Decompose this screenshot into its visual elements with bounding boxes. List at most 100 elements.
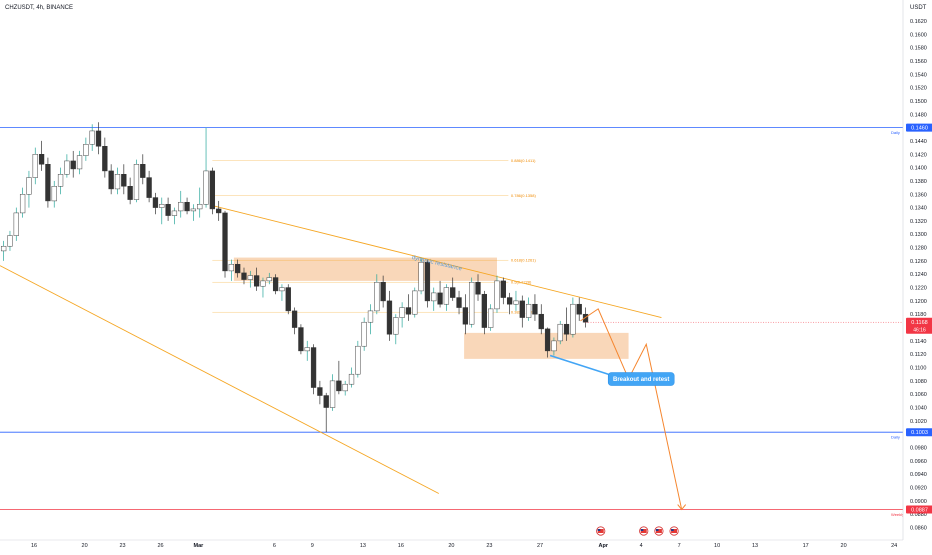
us-flag-event[interactable] [639, 526, 649, 536]
candle[interactable] [203, 127, 209, 208]
candle[interactable] [7, 230, 13, 251]
candle[interactable] [456, 290, 462, 315]
candle[interactable] [0, 240, 7, 261]
candle[interactable] [525, 297, 532, 321]
candle[interactable] [551, 337, 557, 356]
candle[interactable] [399, 302, 405, 328]
events-layer[interactable] [596, 526, 679, 536]
candle[interactable] [291, 307, 298, 335]
candle[interactable] [57, 167, 64, 195]
candle[interactable] [437, 280, 443, 308]
candle[interactable] [216, 200, 222, 221]
candle[interactable] [488, 304, 494, 331]
candle[interactable] [374, 274, 380, 315]
candle[interactable] [469, 277, 475, 328]
time-axis[interactable]: 16 20 23 26 Mar 6 9 13 16 20 23 27 Apr 4 7 10 13 17 20 24 [0, 539, 903, 549]
candle[interactable] [424, 259, 431, 308]
candle[interactable] [95, 122, 102, 155]
candle[interactable] [51, 180, 57, 208]
us-flag-event[interactable] [596, 526, 606, 536]
candle[interactable] [393, 314, 399, 345]
candle[interactable] [298, 324, 304, 355]
us-flag-event[interactable] [669, 526, 679, 536]
candle[interactable] [412, 287, 418, 318]
candle[interactable] [184, 197, 190, 215]
candle[interactable] [222, 210, 228, 278]
candle[interactable] [506, 292, 513, 315]
candle[interactable] [570, 297, 576, 338]
candle[interactable] [355, 340, 361, 378]
candle[interactable] [342, 380, 348, 396]
candle[interactable] [83, 137, 89, 161]
candle[interactable] [209, 167, 216, 215]
candle[interactable] [19, 187, 26, 218]
candle[interactable] [108, 164, 114, 195]
candle[interactable] [519, 295, 525, 328]
candle[interactable] [336, 360, 342, 395]
candle[interactable] [348, 367, 355, 388]
candle[interactable] [228, 259, 234, 281]
candle[interactable] [279, 284, 285, 301]
candle[interactable] [133, 159, 140, 203]
candle[interactable] [152, 192, 159, 215]
candle[interactable] [386, 290, 393, 341]
candle[interactable] [235, 259, 241, 278]
candle[interactable] [89, 124, 95, 151]
candle[interactable] [532, 294, 538, 321]
candle[interactable] [513, 290, 519, 311]
candle[interactable] [481, 290, 487, 335]
candle[interactable] [197, 187, 203, 218]
candle[interactable] [247, 270, 253, 288]
price-axis[interactable]: 0.0860 0.0880 0.0900 0.0920 0.0940 0.0960 0.09… [585, 0, 932, 550]
us-flag-event[interactable] [654, 526, 664, 536]
candle[interactable] [563, 307, 570, 341]
candle[interactable] [323, 392, 329, 433]
candle[interactable] [380, 275, 386, 308]
candle[interactable] [443, 284, 450, 311]
candle[interactable] [190, 204, 197, 221]
candle[interactable] [32, 147, 38, 185]
candle[interactable] [45, 157, 51, 208]
candle[interactable] [285, 284, 291, 315]
candles-layer[interactable] [0, 122, 589, 433]
candle[interactable] [544, 327, 551, 358]
candle[interactable] [405, 294, 412, 321]
candle[interactable] [310, 344, 317, 395]
candle[interactable] [361, 317, 367, 351]
candle[interactable] [266, 272, 272, 285]
candle[interactable] [450, 277, 456, 301]
candle[interactable] [76, 150, 83, 175]
candle[interactable] [557, 320, 563, 345]
candle[interactable] [241, 267, 247, 285]
candle[interactable] [538, 304, 544, 335]
candle[interactable] [146, 170, 152, 203]
candle[interactable] [272, 274, 279, 295]
candle[interactable] [475, 274, 481, 301]
candle[interactable] [304, 340, 310, 361]
candle[interactable] [13, 207, 19, 241]
candle[interactable] [500, 277, 506, 305]
candle[interactable] [329, 374, 336, 411]
candle[interactable] [38, 140, 45, 171]
candle[interactable] [494, 275, 500, 313]
candle[interactable] [576, 297, 582, 321]
candle[interactable] [140, 154, 146, 185]
candle[interactable] [127, 177, 133, 205]
candle[interactable] [70, 150, 76, 178]
candle[interactable] [260, 277, 266, 298]
candle[interactable] [178, 190, 184, 218]
candle[interactable] [114, 167, 121, 195]
candle[interactable] [367, 304, 374, 335]
candle[interactable] [317, 380, 323, 405]
candle[interactable] [431, 287, 437, 311]
candle[interactable] [418, 257, 424, 295]
candle[interactable] [165, 197, 171, 221]
candle[interactable] [462, 294, 469, 335]
candle[interactable] [253, 267, 260, 291]
candle[interactable] [102, 137, 108, 178]
candle[interactable] [171, 207, 178, 225]
candle[interactable] [26, 170, 32, 208]
candle[interactable] [121, 164, 127, 195]
